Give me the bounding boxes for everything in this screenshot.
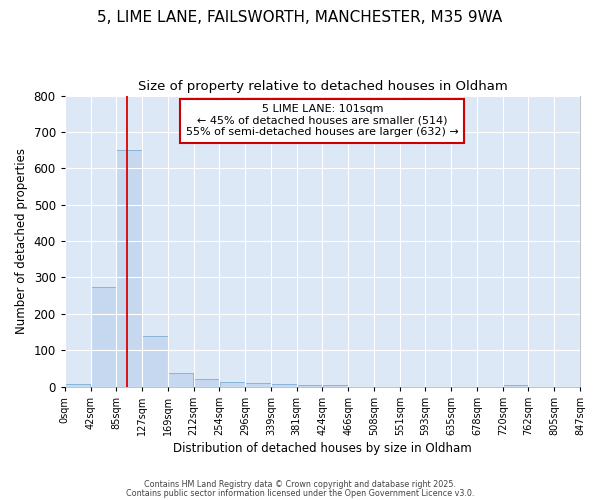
Bar <box>116 150 142 386</box>
Bar <box>271 384 296 386</box>
Text: 5 LIME LANE: 101sqm
← 45% of detached houses are smaller (514)
55% of semi-detac: 5 LIME LANE: 101sqm ← 45% of detached ho… <box>186 104 459 138</box>
Bar <box>91 286 116 386</box>
Bar <box>323 385 348 386</box>
Bar <box>297 385 322 386</box>
Bar <box>220 382 245 386</box>
Text: Contains HM Land Registry data © Crown copyright and database right 2025.: Contains HM Land Registry data © Crown c… <box>144 480 456 489</box>
Title: Size of property relative to detached houses in Oldham: Size of property relative to detached ho… <box>137 80 507 93</box>
X-axis label: Distribution of detached houses by size in Oldham: Distribution of detached houses by size … <box>173 442 472 455</box>
Bar <box>503 385 529 386</box>
Text: Contains public sector information licensed under the Open Government Licence v3: Contains public sector information licen… <box>126 488 474 498</box>
Y-axis label: Number of detached properties: Number of detached properties <box>15 148 28 334</box>
Bar <box>245 382 271 386</box>
Text: 5, LIME LANE, FAILSWORTH, MANCHESTER, M35 9WA: 5, LIME LANE, FAILSWORTH, MANCHESTER, M3… <box>97 10 503 25</box>
Bar <box>65 384 91 386</box>
Bar <box>194 380 219 386</box>
Bar <box>142 336 168 386</box>
Bar <box>168 373 193 386</box>
